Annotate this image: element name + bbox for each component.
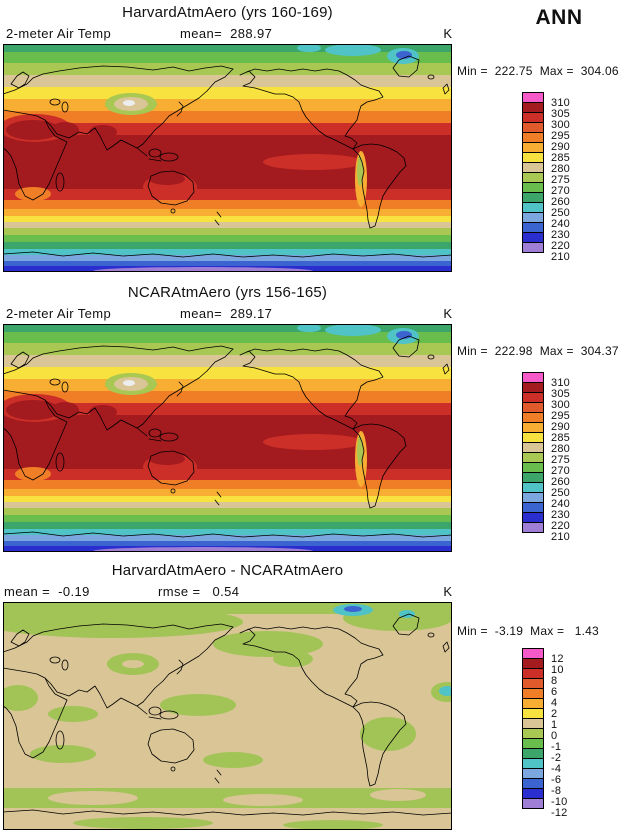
panel2-units-label: K — [443, 306, 452, 321]
colorbar-tick-label: 310 — [551, 377, 570, 389]
colorbar-tick-label: -4 — [551, 763, 562, 775]
panel1-variable-label: 2-meter Air Temp — [6, 26, 112, 41]
colorbar-tick-label: 295 — [551, 130, 570, 142]
colorbar-tick-label: 220 — [551, 240, 570, 252]
colorbar-tick-label: 300 — [551, 399, 570, 411]
colorbar-tick-label: 210 — [551, 251, 570, 263]
panel3-colorbar: 12 10 8 6 4 2 1 0 -1 -2 -4 -6 -8 -10 -12 — [522, 648, 614, 819]
colorbar-tick-label: 12 — [551, 653, 564, 665]
panel1-map — [3, 44, 452, 272]
colorbar-tick-label: 8 — [551, 675, 558, 687]
colorbar-tick-label: -12 — [551, 807, 568, 819]
colorbar-tick-label: 270 — [551, 185, 570, 197]
panel2-colorbar: 310 305 300 295 290 285 280 275 270 260 250 240 230 2… — [522, 372, 614, 543]
panel1-units-label: K — [443, 26, 452, 41]
colorbar-tick-label: 260 — [551, 196, 570, 208]
colorbar-tick-label: 295 — [551, 410, 570, 422]
colorbar-tick-label: 285 — [551, 432, 570, 444]
colorbar-tick-label: 10 — [551, 664, 564, 676]
colorbar-tick-label: 270 — [551, 465, 570, 477]
colorbar-tick-label: 310 — [551, 97, 570, 109]
colorbar-box — [522, 798, 544, 809]
colorbar-tick-label: 290 — [551, 421, 570, 433]
panel3-minmax-label: Min = -3.19 Max = 1.43 — [457, 624, 599, 638]
panel3-difference-fill — [3, 602, 452, 830]
colorbar-tick-label: 220 — [551, 520, 570, 532]
colorbar-box — [522, 242, 544, 253]
colorbar-tick-label: 280 — [551, 163, 570, 175]
panel2-map — [3, 324, 452, 552]
colorbar-box — [522, 522, 544, 533]
colorbar-tick-label: -6 — [551, 774, 562, 786]
colorbar-tick-label: 0 — [551, 730, 558, 742]
panel1-colorbar: 310 305 300 295 290 285 280 275 270 260 250 240 230 2… — [522, 92, 614, 263]
colorbar-tick-label: 300 — [551, 119, 570, 131]
panel1-minmax-label: Min = 222.75 Max = 304.06 — [457, 64, 619, 78]
panel2-title: NCARAtmAero (yrs 156-165) — [127, 284, 328, 301]
panel1-mean-label: mean= 288.97 — [180, 26, 273, 41]
panel2-minmax-label: Min = 222.98 Max = 304.37 — [457, 344, 619, 358]
colorbar-tick-label: 285 — [551, 152, 570, 164]
colorbar-tick-label: 250 — [551, 207, 570, 219]
colorbar-tick-label: 2 — [551, 708, 558, 720]
panel2-mean-label: mean= 289.17 — [180, 306, 273, 321]
colorbar-tick-label: 230 — [551, 509, 570, 521]
colorbar-tick-label: 1 — [551, 719, 558, 731]
colorbar-tick-label: 260 — [551, 476, 570, 488]
colorbar-tick-label: 240 — [551, 498, 570, 510]
colorbar-tick-label: 6 — [551, 686, 558, 698]
colorbar-tick-label: -1 — [551, 741, 562, 753]
panel1-title: HarvardAtmAero (yrs 160-169) — [122, 4, 333, 21]
colorbar-tick-label: -2 — [551, 752, 562, 764]
colorbar-tick-label: 305 — [551, 388, 570, 400]
panel3-rmse-label: rmse = 0.54 — [158, 584, 240, 599]
panel2-variable-label: 2-meter Air Temp — [6, 306, 112, 321]
panel1-temperature-fill — [3, 44, 452, 272]
colorbar-tick-label: 250 — [551, 487, 570, 499]
colorbar-tick-label: 210 — [551, 531, 570, 543]
colorbar-tick-label: -10 — [551, 796, 568, 808]
colorbar-tick-label: 290 — [551, 141, 570, 153]
colorbar-tick-label: -8 — [551, 785, 562, 797]
colorbar-tick-label: 280 — [551, 443, 570, 455]
season-label: ANN — [535, 6, 583, 29]
colorbar-tick-label: 275 — [551, 174, 570, 186]
colorbar-tick-label: 4 — [551, 697, 558, 709]
panel2-temperature-fill — [3, 324, 452, 552]
panel3-title: HarvardAtmAero - NCARAtmAero — [111, 562, 344, 579]
panel3-units-label: K — [443, 584, 452, 599]
colorbar-tick-label: 240 — [551, 218, 570, 230]
panel3-map — [3, 602, 452, 830]
colorbar-tick-label: 275 — [551, 454, 570, 466]
panel3-mean-label: mean = -0.19 — [4, 584, 90, 599]
colorbar-tick-label: 230 — [551, 229, 570, 241]
colorbar-tick-label: 305 — [551, 108, 570, 120]
